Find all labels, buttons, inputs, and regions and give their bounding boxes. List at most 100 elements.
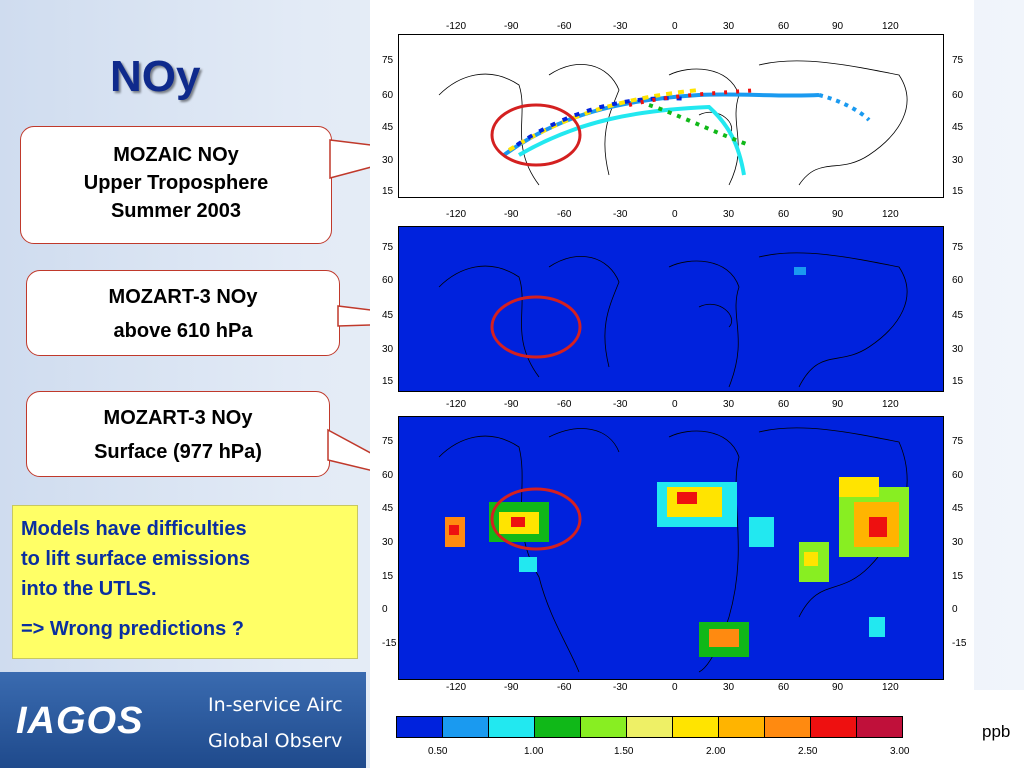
map-mozaic: -120 -90 -60 -30 0 30 60 90 120 75 60 45… (370, 0, 974, 212)
lat-tick: 75 (952, 436, 964, 447)
map-mozart-upper: -120 -90 -60 -30 0 30 60 90 120 75 60 45… (370, 209, 974, 396)
map-mozaic-drawing (438, 60, 908, 186)
callout-line: MOZART-3 NOy (108, 286, 258, 308)
lon-tick: 90 (832, 682, 844, 693)
callout-line: Upper Troposphere (83, 172, 269, 194)
colorbar-cell (764, 716, 811, 738)
lon-tick: 90 (832, 209, 844, 220)
lon-tick: -90 (504, 21, 519, 32)
colorbar-label: 1.50 (614, 746, 634, 757)
lat-tick: 45 (952, 310, 964, 321)
highlight-circle-1 (490, 103, 582, 167)
map-mozart-surface-drawing (438, 427, 909, 673)
colorbar-label: 2.00 (706, 746, 726, 757)
colorbar-cell (442, 716, 489, 738)
lon-tick: 0 (672, 209, 678, 220)
lat-tick: 30 (382, 344, 394, 355)
lat-tick: 75 (382, 55, 394, 66)
lon-tick: -60 (557, 209, 572, 220)
lon-tick: -120 (446, 209, 467, 220)
note-line: Models have difficulties (21, 518, 247, 540)
map-mozart-upper-drawing (438, 252, 908, 388)
map-mozart-surface: -120 -90 -60 -30 0 30 60 90 120 -120 -90… (370, 396, 974, 696)
lat-tick: 45 (952, 122, 964, 133)
colorbar-unit: ppb (982, 722, 1011, 741)
lat-tick: 30 (382, 155, 394, 166)
footer-bar (0, 672, 366, 768)
lon-tick: -90 (504, 209, 519, 220)
lat-tick: 45 (952, 503, 964, 514)
lat-tick: -15 (952, 638, 967, 649)
lon-tick: 0 (672, 399, 678, 410)
lon-tick: -30 (613, 399, 628, 410)
colorbar-cell (626, 716, 673, 738)
callout-mozart-surface: MOZART-3 NOy Surface (977 hPa) (26, 391, 330, 477)
lon-tick: 90 (832, 399, 844, 410)
lon-tick: 120 (882, 209, 899, 220)
lat-tick: 60 (382, 470, 394, 481)
note-line: => Wrong predictions ? (21, 618, 244, 640)
lat-tick: 30 (952, 537, 964, 548)
lon-tick: 60 (778, 399, 790, 410)
colorbar-cell (488, 716, 535, 738)
lon-tick: -120 (446, 682, 467, 693)
lon-tick: -120 (446, 21, 467, 32)
slide-title: NOy (110, 52, 201, 101)
lat-tick: 15 (382, 186, 394, 197)
flight-tracks (502, 88, 871, 176)
lat-tick: 0 (382, 604, 388, 615)
lat-tick: 45 (382, 310, 394, 321)
colorbar-cell (718, 716, 765, 738)
lon-tick: -30 (613, 209, 628, 220)
colorbar-label: 0.50 (428, 746, 448, 757)
lat-tick: -15 (382, 638, 397, 649)
colorbar-label: 1.00 (524, 746, 544, 757)
lon-tick: -30 (613, 682, 628, 693)
lon-tick: 60 (778, 209, 790, 220)
lat-tick: 15 (382, 376, 394, 387)
lon-tick: 60 (778, 682, 790, 693)
colorbar-label: 2.50 (798, 746, 818, 757)
lat-tick: 60 (952, 90, 964, 101)
conclusion-note: Models have difficulties to lift surface… (12, 505, 358, 659)
iagos-logo: IAGOS (16, 700, 144, 742)
lon-tick: 60 (778, 21, 790, 32)
lon-tick: 120 (882, 21, 899, 32)
map-mozart-surface-frame (398, 416, 944, 680)
lon-tick: -90 (504, 682, 519, 693)
lon-tick: -30 (613, 21, 628, 32)
lat-tick: 30 (382, 537, 394, 548)
lat-tick: 60 (382, 275, 394, 286)
lat-tick: 15 (952, 571, 964, 582)
lat-tick: 0 (952, 604, 958, 615)
lat-tick: 45 (382, 122, 394, 133)
lat-tick: 75 (952, 55, 964, 66)
lat-tick: 60 (382, 90, 394, 101)
callout-line: MOZART-3 NOy (103, 407, 253, 429)
map-mozart-upper-frame (398, 226, 944, 392)
callout-line: Summer 2003 (110, 200, 242, 222)
callout-line: above 610 hPa (113, 320, 253, 342)
lon-tick: 120 (882, 682, 899, 693)
callout-mozart-upper: MOZART-3 NOy above 610 hPa (26, 270, 340, 356)
callout-mozaic: MOZAIC NOy Upper Troposphere Summer 2003 (20, 126, 332, 244)
lat-tick: 75 (382, 436, 394, 447)
lon-tick: -60 (557, 682, 572, 693)
lon-tick: 30 (723, 682, 735, 693)
lat-tick: 60 (952, 470, 964, 481)
lon-tick: -60 (557, 21, 572, 32)
callout-line: Surface (977 hPa) (94, 441, 262, 463)
map-mozaic-frame (398, 34, 944, 198)
lat-tick: 45 (382, 503, 394, 514)
lon-tick: 90 (832, 21, 844, 32)
lat-tick: 75 (382, 242, 394, 253)
lon-tick: -90 (504, 399, 519, 410)
footer-line-2: Global Observ (208, 730, 343, 752)
lat-tick: 60 (952, 275, 964, 286)
callout-line: MOZAIC NOy (113, 144, 239, 166)
lon-tick: 30 (723, 209, 735, 220)
lon-tick: 0 (672, 682, 678, 693)
emission-regions (445, 477, 909, 657)
lat-tick: 15 (382, 571, 394, 582)
highlight-circle-3 (490, 487, 582, 551)
